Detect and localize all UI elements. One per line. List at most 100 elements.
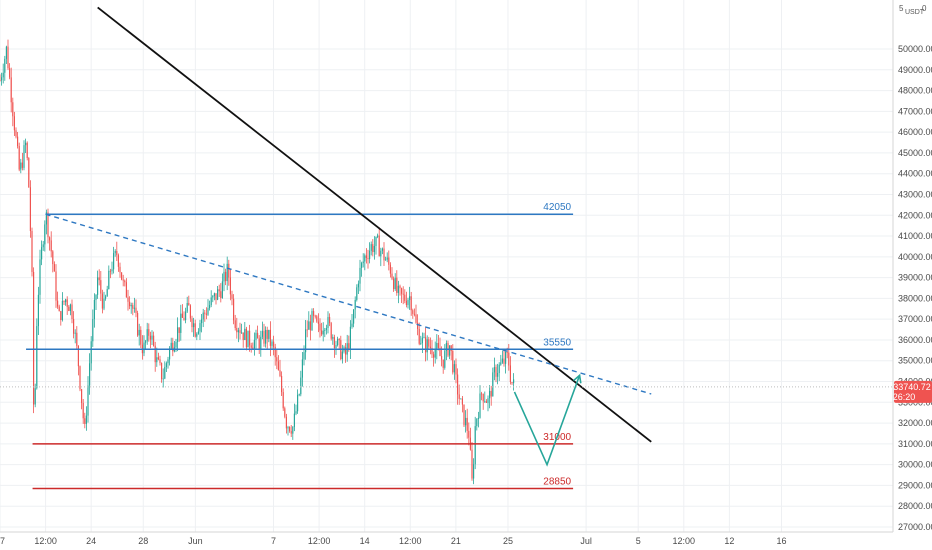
candle-body <box>513 379 515 384</box>
candle-body <box>50 240 52 252</box>
candle-body <box>370 244 372 251</box>
candle-body <box>319 323 321 331</box>
candle-body <box>201 319 203 324</box>
candle-body <box>474 426 476 465</box>
candle-body <box>253 339 255 349</box>
candle-body <box>18 146 20 170</box>
candle-body <box>154 345 156 363</box>
candle-body <box>103 298 105 309</box>
candle-body <box>204 312 206 314</box>
candle-body <box>333 337 335 349</box>
candle-body <box>47 212 49 238</box>
y-tick-label: 41000.00 <box>898 231 932 241</box>
candle-body <box>417 322 419 329</box>
x-tick-label: 24 <box>86 536 96 546</box>
candle-body <box>330 323 332 339</box>
candle-body <box>130 305 132 307</box>
candle-body <box>162 378 164 380</box>
candle-body <box>194 323 196 337</box>
candle-body <box>143 342 145 354</box>
y-tick-label: 42000.00 <box>898 210 932 220</box>
candle-body <box>351 323 353 327</box>
candle-body <box>495 367 497 377</box>
price-tag-countdown: 26:20 <box>893 392 916 402</box>
candle-body <box>33 271 35 405</box>
trendline-blue-dashed-downtrend[interactable] <box>45 213 652 395</box>
candle-body <box>444 350 446 368</box>
candle-body <box>58 306 60 312</box>
candle-body <box>209 305 211 309</box>
candle-body <box>386 257 388 260</box>
candle-body <box>465 417 467 426</box>
candle-body <box>295 411 297 414</box>
candle-body <box>116 251 118 256</box>
candle-body <box>39 259 41 295</box>
candle-body <box>89 363 91 386</box>
candle-body <box>237 330 239 333</box>
candle-body <box>404 294 406 301</box>
x-tick-label: 21 <box>451 536 461 546</box>
candle-body <box>140 329 142 345</box>
candle-body <box>245 328 247 348</box>
candle-body <box>485 401 487 403</box>
price-tag-value: 33740.72 <box>893 382 931 392</box>
candle-body <box>97 277 99 295</box>
candle-body <box>217 289 219 300</box>
candle-body <box>279 370 281 376</box>
candle-body <box>463 404 465 426</box>
candle-body <box>234 320 236 329</box>
candle-body <box>175 342 177 348</box>
trendlines[interactable] <box>45 6 652 443</box>
candle-body <box>300 377 302 395</box>
candle-body <box>178 327 180 333</box>
candle-body <box>311 311 313 331</box>
candle-body <box>244 328 246 340</box>
candle-body <box>493 367 495 373</box>
candle-body <box>282 392 284 409</box>
scale-mode-b[interactable]: 0 <box>922 4 927 13</box>
candle-body <box>223 271 225 282</box>
candle-body <box>149 335 151 340</box>
candle-body <box>329 316 331 324</box>
candle-body <box>473 464 475 479</box>
candle-body <box>188 303 190 306</box>
x-tick-label: 12:00 <box>399 536 422 546</box>
candle-body <box>362 261 364 264</box>
candle-body <box>418 328 420 344</box>
candle-body <box>452 351 454 373</box>
projection-path[interactable] <box>513 375 581 467</box>
x-tick-label: Jul <box>580 536 592 546</box>
candle-body <box>151 335 153 340</box>
candle-body <box>242 332 244 340</box>
price-projection[interactable] <box>513 373 582 467</box>
candle-body <box>71 304 73 319</box>
candle-body <box>167 359 169 364</box>
candle-body <box>108 270 110 290</box>
scale-mode-a[interactable]: 5 <box>899 4 904 13</box>
candle-body <box>287 427 289 429</box>
y-tick-label: 44000.00 <box>898 169 932 179</box>
candle-body <box>356 287 358 300</box>
x-axis-ticks[interactable]: 17 12:00 24 28 Jun 7 12:00 14 12:00 21 25 Jul 5 12:00… <box>0 536 786 546</box>
candle-body <box>213 293 215 297</box>
candle-body <box>375 236 377 246</box>
candle-body <box>426 339 428 353</box>
candle-body <box>434 350 436 358</box>
trendline-black-downtrend[interactable] <box>97 6 652 443</box>
candle-body <box>273 341 275 347</box>
candle-body <box>215 293 217 300</box>
candle-body <box>45 212 47 225</box>
candle-body <box>455 364 457 375</box>
candle-body <box>335 345 337 349</box>
candle-body <box>146 329 148 342</box>
candle-body <box>229 277 231 295</box>
candle-body <box>124 280 126 283</box>
candle-body <box>359 267 361 284</box>
candle-body <box>369 250 371 260</box>
candle-body <box>345 347 347 355</box>
candle-body <box>121 272 123 280</box>
candle-body <box>327 316 329 329</box>
y-tick-label: 39000.00 <box>898 273 932 283</box>
candle-body <box>66 299 68 307</box>
